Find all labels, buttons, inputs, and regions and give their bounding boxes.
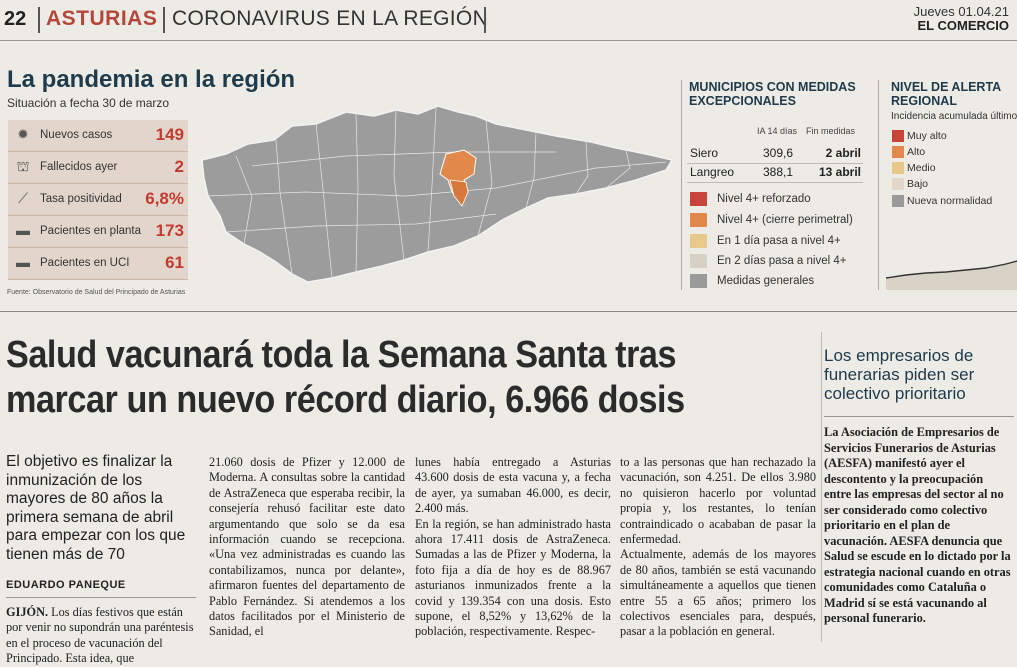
table-row: Siero 309,6 2 abril	[687, 144, 863, 164]
article-headline: Salud vacunará toda la Semana Santa tras…	[6, 334, 685, 421]
municipality-name: Langreo	[690, 165, 735, 179]
header-rule	[0, 40, 1017, 41]
siero-area	[449, 179, 469, 207]
swatch-icon	[690, 234, 707, 248]
header-divider	[38, 7, 40, 33]
alert-subtitle: Incidencia acumulada últimos	[891, 111, 1017, 122]
stat-label: Tasa positividad	[40, 193, 122, 205]
swatch-icon	[690, 192, 707, 206]
infographic-title: La pandemia en la región	[7, 66, 296, 93]
article-column: GIJÓN. Los días festivos que están por v…	[6, 605, 196, 667]
page-number: 22	[4, 8, 27, 30]
column-header-ia: IA 14 días	[757, 126, 798, 136]
legend-item: Nivel 4+ reforzado	[690, 192, 811, 208]
stat-value: 61	[165, 253, 184, 272]
section-title: ASTURIAS	[46, 7, 158, 30]
alert-level: Nueva normalidad	[892, 195, 992, 208]
infographic-subtitle: Situación a fecha 30 de marzo	[7, 96, 170, 110]
column-header-end: Fin medidas	[806, 126, 856, 136]
municipality-name: Siero	[690, 146, 719, 160]
alert-title: NIVEL DE ALERTA REGIONAL	[891, 80, 1001, 108]
article-lead: El objetivo es finalizar la inmunización…	[6, 453, 186, 563]
stat-label: Nuevos casos	[40, 129, 113, 141]
subsection-title: CORONAVIRUS EN LA REGIÓN	[172, 7, 489, 30]
stat-row: ▬ Pacientes en UCI 61	[8, 248, 188, 280]
header-divider	[484, 7, 486, 33]
bed-icon: ▬	[16, 254, 30, 270]
stat-row: ⟋ Tasa positividad 6,8%	[8, 184, 188, 216]
issue-date: Jueves 01.04.21	[913, 4, 1009, 19]
newspaper-name: EL COMERCIO	[917, 18, 1010, 33]
sidebar-body: La Asociación de Empresarios de Servicio…	[824, 425, 1011, 625]
stat-row: ✹ Nuevos casos 149	[8, 120, 188, 152]
stat-row: ▬ Pacientes en planta 173	[8, 216, 188, 248]
author-rule	[6, 597, 196, 598]
asturias-map	[201, 105, 674, 283]
swatch-icon	[690, 213, 707, 227]
municipalities-title: MUNICIPIOS CON MEDIDAS EXCEPCIONALES	[689, 80, 856, 108]
sidebar-divider	[821, 332, 822, 642]
region-outline	[201, 105, 674, 283]
alert-level: Bajo	[892, 178, 928, 191]
municipality-borders	[207, 107, 667, 279]
municipality-end: 2 abril	[825, 146, 861, 160]
test-icon: ⟋	[18, 190, 28, 206]
divider	[878, 80, 879, 290]
swatch-icon	[892, 195, 904, 208]
alert-level: Muy alto	[892, 130, 947, 143]
stat-label: Fallecidos ayer	[40, 161, 118, 173]
alert-level: Alto	[892, 146, 925, 159]
article-author: EDUARDO PANEQUE	[6, 579, 126, 591]
header-divider	[163, 7, 165, 33]
stat-label: Pacientes en planta	[40, 225, 142, 237]
stat-value: 173	[155, 221, 184, 240]
stat-label: Pacientes en UCI	[40, 257, 130, 269]
swatch-icon	[892, 162, 904, 175]
section-rule	[0, 311, 1017, 312]
article-column: 21.060 dosis de Pfizer y 12.000 de Moder…	[209, 455, 405, 639]
grave-icon: ⛫	[16, 158, 30, 174]
alert-level: Medio	[892, 162, 936, 175]
legend-item: Nivel 4+ (cierre perimetral)	[690, 213, 853, 229]
stat-value: 149	[155, 125, 184, 144]
bed-icon: ▬	[16, 222, 30, 238]
legend-item: Medidas generales	[690, 274, 814, 290]
article-column: lunes había entregado a Asturias 43.600 …	[415, 455, 611, 639]
swatch-icon	[892, 178, 904, 191]
municipality-ia: 309,6	[763, 146, 794, 160]
municipality-end: 13 abril	[818, 165, 861, 179]
swatch-icon	[892, 146, 904, 159]
stat-row: ⛫ Fallecidos ayer 2	[8, 152, 188, 184]
municipality-ia: 388,1	[763, 165, 794, 179]
legend-item: En 1 día pasa a nivel 4+	[690, 234, 841, 250]
table-row: Langreo 388,1 13 abril	[687, 163, 863, 183]
sidebar-title: Los empresarios de funerarias piden ser …	[824, 346, 975, 403]
sidebar-rule	[824, 416, 1014, 417]
incidence-curve	[886, 260, 1017, 290]
stat-value: 6,8%	[145, 189, 184, 208]
stat-value: 2	[174, 157, 184, 176]
swatch-icon	[690, 254, 707, 268]
page-header: 22 ASTURIAS CORONAVIRUS EN LA REGIÓN Jue…	[0, 0, 1017, 40]
stats-panel: ✹ Nuevos casos 149 ⛫ Fallecidos ayer 2 ⟋…	[8, 120, 188, 280]
article-column: to a las personas que han rechazado la v…	[620, 455, 816, 639]
legend-item: En 2 días pasa a nivel 4+	[690, 254, 846, 270]
swatch-icon	[690, 274, 707, 288]
dateline: GIJÓN.	[6, 605, 49, 619]
swatch-icon	[892, 130, 904, 143]
virus-icon: ✹	[17, 126, 29, 142]
divider	[681, 80, 682, 290]
source-note: Fuente: Observatorio de Salud del Princi…	[7, 289, 186, 296]
